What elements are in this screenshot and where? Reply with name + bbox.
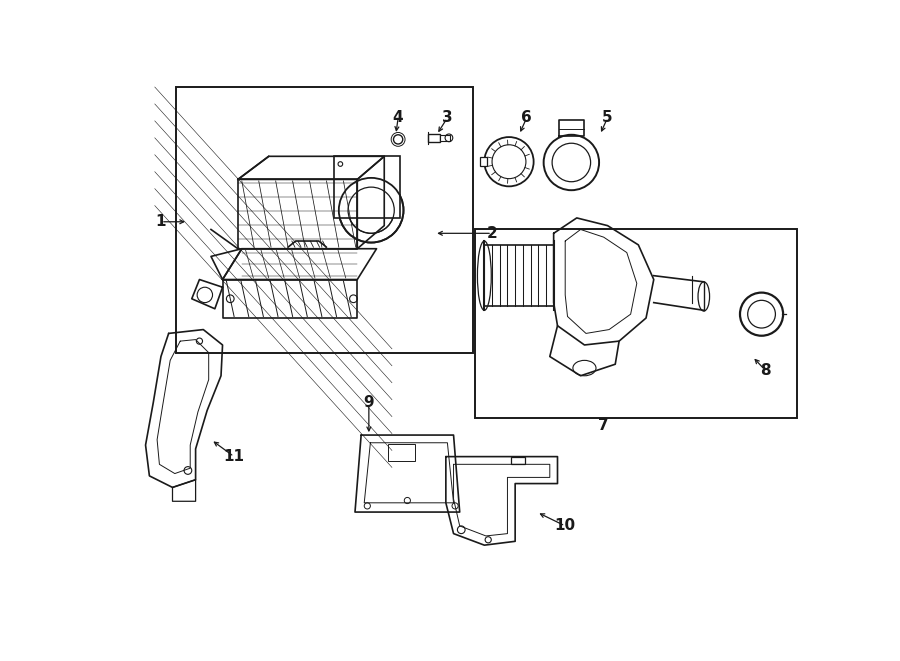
Bar: [334, 156, 400, 218]
Text: 4: 4: [392, 110, 403, 126]
Text: 5: 5: [602, 110, 613, 126]
Text: 2: 2: [487, 226, 498, 241]
Bar: [511, 457, 526, 464]
Bar: [440, 135, 450, 141]
Text: 1: 1: [156, 214, 166, 229]
Text: 7: 7: [598, 418, 609, 434]
Text: 9: 9: [364, 395, 374, 410]
Bar: [176, 87, 472, 353]
Text: 11: 11: [223, 449, 245, 464]
Bar: [480, 157, 488, 167]
Text: 10: 10: [554, 518, 576, 533]
Bar: [428, 134, 440, 141]
Text: 8: 8: [760, 363, 770, 378]
Bar: [388, 444, 415, 461]
Text: 3: 3: [442, 110, 453, 126]
Bar: [475, 229, 797, 418]
Text: 6: 6: [521, 110, 532, 126]
